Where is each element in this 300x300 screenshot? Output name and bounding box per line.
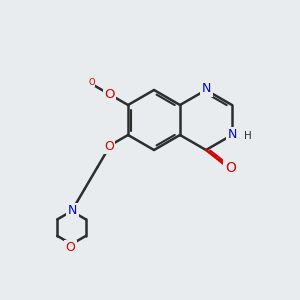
Text: H: H <box>244 130 251 141</box>
Text: N: N <box>228 128 237 142</box>
Text: O: O <box>104 140 114 153</box>
Text: O: O <box>104 87 114 101</box>
Text: N: N <box>68 208 78 220</box>
Text: O: O <box>225 161 236 175</box>
Text: O: O <box>65 241 75 254</box>
Text: N: N <box>202 82 211 95</box>
Text: O: O <box>104 88 115 101</box>
Text: O: O <box>88 78 95 87</box>
Text: N: N <box>68 204 77 217</box>
